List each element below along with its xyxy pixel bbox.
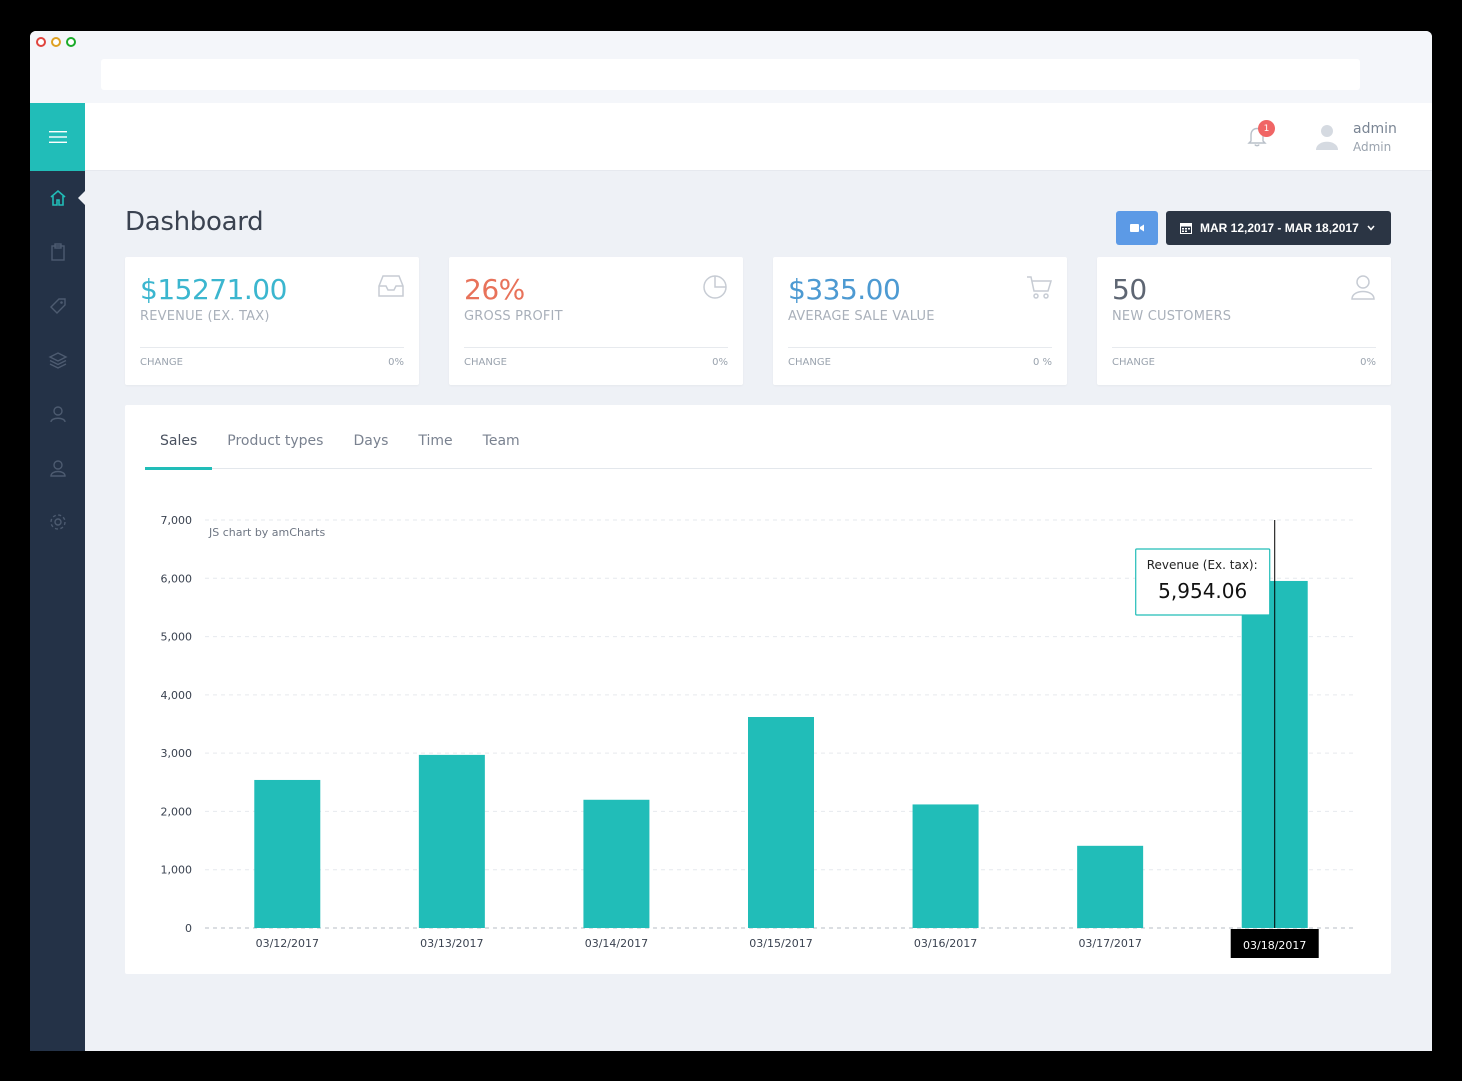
chart-bar xyxy=(583,799,650,928)
menu-toggle-button[interactable] xyxy=(30,103,85,171)
page-title: Dashboard xyxy=(125,207,264,237)
sidebar-item-products[interactable] xyxy=(30,279,85,333)
minimize-window-button[interactable] xyxy=(51,37,61,47)
tab-sales[interactable]: Sales xyxy=(145,433,213,470)
change-value: 0% xyxy=(388,357,404,368)
address-bar[interactable] xyxy=(101,59,1360,90)
x-tick-highlight xyxy=(1230,929,1319,958)
maximize-window-button[interactable] xyxy=(66,37,76,47)
stat-value: 50 xyxy=(1112,273,1147,306)
chevron-down-icon xyxy=(1367,225,1375,231)
change-label: CHANGE xyxy=(1112,357,1155,368)
stat-label: GROSS PROFIT xyxy=(464,309,563,324)
stat-card-average-sale: $335.00 AVERAGE SALE VALUE CHANGE 0 % xyxy=(773,257,1067,385)
user-name[interactable]: admin xyxy=(1353,121,1397,137)
tooltip-label: Revenue (Ex. tax): xyxy=(1147,558,1258,572)
chart-bar xyxy=(254,779,321,928)
divider xyxy=(140,347,404,348)
x-tick-label: 03/18/2017 xyxy=(1243,939,1306,952)
x-tick-label: 03/13/2017 xyxy=(420,937,483,950)
layers-icon xyxy=(47,352,68,369)
stat-label: NEW CUSTOMERS xyxy=(1112,309,1232,324)
sidebar xyxy=(30,103,85,1051)
date-range-picker[interactable]: MAR 12,2017 - MAR 18,2017 xyxy=(1166,211,1391,245)
divider xyxy=(788,347,1052,348)
tab-time[interactable]: Time xyxy=(418,433,453,449)
chart-bar xyxy=(1241,580,1308,928)
chart-tooltip xyxy=(1135,548,1271,616)
change-label: CHANGE xyxy=(464,357,507,368)
sales-chart-card: Sales Product types Days Time Team 0 1,00… xyxy=(125,405,1391,974)
stat-label: AVERAGE SALE VALUE xyxy=(788,309,935,324)
top-bar: 1 admin Admin xyxy=(85,103,1432,171)
sidebar-item-orders[interactable] xyxy=(30,225,85,279)
sidebar-item-users[interactable] xyxy=(30,441,85,495)
stat-card-new-customers: 50 NEW CUSTOMERS CHANGE 0% xyxy=(1097,257,1391,385)
tab-team[interactable]: Team xyxy=(482,433,520,449)
x-tick-label: 03/15/2017 xyxy=(749,937,812,950)
chart-bar xyxy=(418,754,485,928)
change-value: 0% xyxy=(712,357,728,368)
stat-value: 26% xyxy=(464,273,525,306)
y-tick-label: 2,000 xyxy=(161,805,193,818)
pie-chart-icon xyxy=(703,275,727,299)
video-button[interactable] xyxy=(1116,211,1158,245)
x-tick-label: 03/16/2017 xyxy=(914,937,977,950)
user-icon xyxy=(49,460,66,477)
y-tick-label: 7,000 xyxy=(161,514,193,527)
y-tick-label: 4,000 xyxy=(161,689,193,702)
tab-product-types[interactable]: Product types xyxy=(227,433,324,449)
date-range-label: MAR 12,2017 - MAR 18,2017 xyxy=(1200,221,1359,235)
y-tick-label: 0 xyxy=(185,922,192,935)
sidebar-item-home[interactable] xyxy=(30,171,85,225)
y-tick-label: 6,000 xyxy=(161,572,193,585)
chart-credit: JS chart by amCharts xyxy=(208,526,325,539)
gear-icon xyxy=(49,514,66,530)
x-tick-label: 03/17/2017 xyxy=(1078,937,1141,950)
stat-card-revenue: $15271.00 REVENUE (EX. TAX) CHANGE 0% xyxy=(125,257,419,385)
notification-badge: 1 xyxy=(1258,120,1275,137)
sidebar-item-customers[interactable] xyxy=(30,387,85,441)
y-tick-label: 1,000 xyxy=(161,864,193,877)
change-label: CHANGE xyxy=(788,357,831,368)
stat-value: $335.00 xyxy=(788,273,901,306)
divider xyxy=(464,347,728,348)
video-camera-icon xyxy=(1130,224,1144,232)
browser-toolbar xyxy=(30,31,1432,103)
user-role: Admin xyxy=(1353,140,1392,154)
x-tick-label: 03/12/2017 xyxy=(256,937,319,950)
tooltip-value: 5,954.06 xyxy=(1158,579,1247,603)
tag-icon xyxy=(49,298,66,314)
y-tick-label: 5,000 xyxy=(161,631,193,644)
stat-label: REVENUE (EX. TAX) xyxy=(140,309,270,324)
chart-bar xyxy=(1077,845,1144,928)
user-group-icon xyxy=(49,406,66,423)
sales-bar-chart: 0 1,000 2,000 3,000 4,000 5,000 6,000 7,000 JS c… xyxy=(161,514,1357,958)
sidebar-item-settings[interactable] xyxy=(30,495,85,549)
users-icon xyxy=(1351,275,1375,300)
stat-value: $15271.00 xyxy=(140,273,287,306)
calendar-icon xyxy=(1180,223,1192,234)
sidebar-item-layers[interactable] xyxy=(30,333,85,387)
x-tick-label: 03/14/2017 xyxy=(585,937,648,950)
browser-window: 1 admin Admin Dashboard MAR 12,2017 - MA… xyxy=(30,31,1432,1051)
avatar[interactable] xyxy=(1315,123,1339,151)
clipboard-icon xyxy=(50,243,65,261)
stat-card-gross-profit: 26% GROSS PROFIT CHANGE 0% xyxy=(449,257,743,385)
inbox-icon xyxy=(378,275,404,297)
chart-bar xyxy=(748,717,814,928)
tab-days[interactable]: Days xyxy=(353,433,389,449)
change-label: CHANGE xyxy=(140,357,183,368)
y-tick-label: 3,000 xyxy=(161,747,193,760)
cart-icon xyxy=(1027,276,1053,299)
change-value: 0% xyxy=(1360,357,1376,368)
divider xyxy=(1112,347,1376,348)
change-value: 0 % xyxy=(1032,357,1052,368)
chart-tabs: Sales Product types Days Time Team xyxy=(145,433,1372,470)
hamburger-icon xyxy=(48,131,67,143)
home-icon xyxy=(49,189,66,206)
close-window-button[interactable] xyxy=(36,37,46,47)
chart-bar xyxy=(912,804,979,928)
